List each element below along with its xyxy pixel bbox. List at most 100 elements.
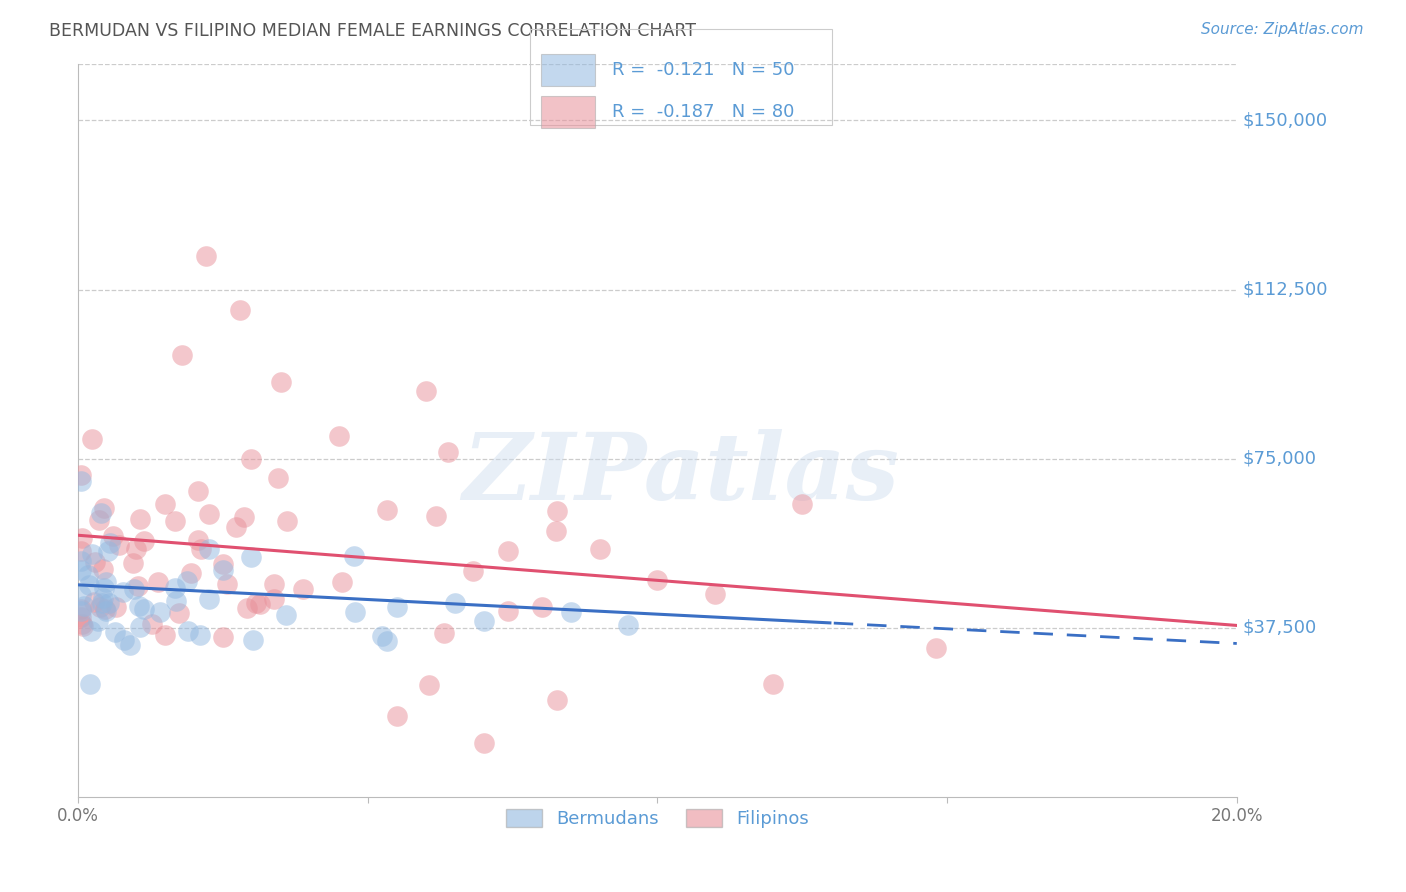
Point [276, 514, 298, 528]
Point [239, 550, 262, 565]
Point [98, 536, 121, 550]
Point [180, 566, 202, 581]
Point [86, 614, 108, 628]
Point [121, 556, 143, 570]
Point [125, 541, 148, 556]
Point [330, 575, 353, 590]
Point [176, 574, 198, 588]
Point [212, 563, 235, 577]
Point [141, 617, 163, 632]
Point [792, 497, 814, 511]
Point [245, 596, 267, 610]
Point [70, 601, 93, 615]
Point [617, 618, 640, 632]
Point [263, 576, 285, 591]
Text: $37,500: $37,500 [1243, 619, 1317, 637]
Point [236, 600, 259, 615]
Point [496, 604, 519, 618]
Point [425, 509, 447, 524]
Point [385, 708, 408, 723]
Point [120, 639, 142, 653]
Legend: Bermudans, Filipinos: Bermudans, Filipinos [499, 802, 817, 836]
Point [496, 543, 519, 558]
Point [149, 605, 172, 619]
Text: $112,500: $112,500 [1243, 280, 1329, 299]
Point [232, 509, 254, 524]
Point [93, 500, 115, 515]
Point [530, 600, 553, 615]
Text: $150,000: $150,000 [1243, 112, 1327, 129]
Point [76, 568, 98, 582]
Point [443, 596, 465, 610]
Point [87, 513, 110, 527]
Point [217, 577, 239, 591]
Point [263, 592, 285, 607]
Point [90, 596, 112, 610]
Point [132, 533, 155, 548]
Point [418, 678, 440, 692]
Point [155, 497, 177, 511]
Point [91, 591, 114, 605]
Point [190, 542, 212, 557]
Point [129, 512, 152, 526]
Point [292, 582, 315, 597]
Point [588, 541, 610, 556]
Text: BERMUDAN VS FILIPINO MEDIAN FEMALE EARNINGS CORRELATION CHART: BERMUDAN VS FILIPINO MEDIAN FEMALE EARNI… [49, 22, 696, 40]
Point [91, 562, 114, 576]
Point [70, 563, 93, 577]
Point [79, 677, 101, 691]
Point [647, 574, 669, 588]
Text: ZIPatlas: ZIPatlas [463, 429, 898, 519]
Point [762, 677, 785, 691]
Point [544, 524, 567, 538]
Point [342, 549, 364, 563]
Point [371, 629, 394, 643]
Point [187, 483, 209, 498]
Point [560, 605, 582, 619]
Point [242, 633, 264, 648]
Point [97, 543, 120, 558]
Point [84, 555, 107, 569]
Point [94, 602, 117, 616]
Point [177, 624, 200, 638]
Point [266, 471, 288, 485]
Point [96, 604, 118, 618]
Point [274, 607, 297, 622]
Point [128, 619, 150, 633]
Text: Source: ZipAtlas.com: Source: ZipAtlas.com [1201, 22, 1364, 37]
Point [104, 625, 127, 640]
Point [375, 633, 398, 648]
Point [415, 384, 437, 398]
Point [344, 606, 367, 620]
Point [433, 626, 456, 640]
Point [165, 581, 187, 595]
Point [546, 693, 568, 707]
Point [70, 467, 93, 482]
Point [72, 619, 94, 633]
Point [472, 736, 495, 750]
Point [93, 581, 115, 595]
Point [70, 604, 93, 618]
Point [153, 628, 176, 642]
Point [375, 503, 398, 517]
Point [128, 599, 150, 613]
Point [98, 596, 121, 610]
Point [70, 531, 93, 545]
Point [83, 595, 105, 609]
Point [229, 302, 252, 317]
Point [188, 627, 211, 641]
Point [111, 584, 134, 599]
Point [104, 599, 127, 614]
Point [73, 599, 96, 613]
Point [127, 578, 149, 592]
Point [70, 616, 93, 631]
Point [82, 432, 104, 446]
Point [436, 445, 458, 459]
Point [70, 474, 93, 488]
Point [198, 507, 221, 521]
Point [270, 375, 292, 389]
Point [165, 594, 187, 608]
Point [194, 249, 217, 263]
Point [167, 606, 190, 620]
Text: R =  -0.187   N = 80: R = -0.187 N = 80 [612, 103, 794, 121]
